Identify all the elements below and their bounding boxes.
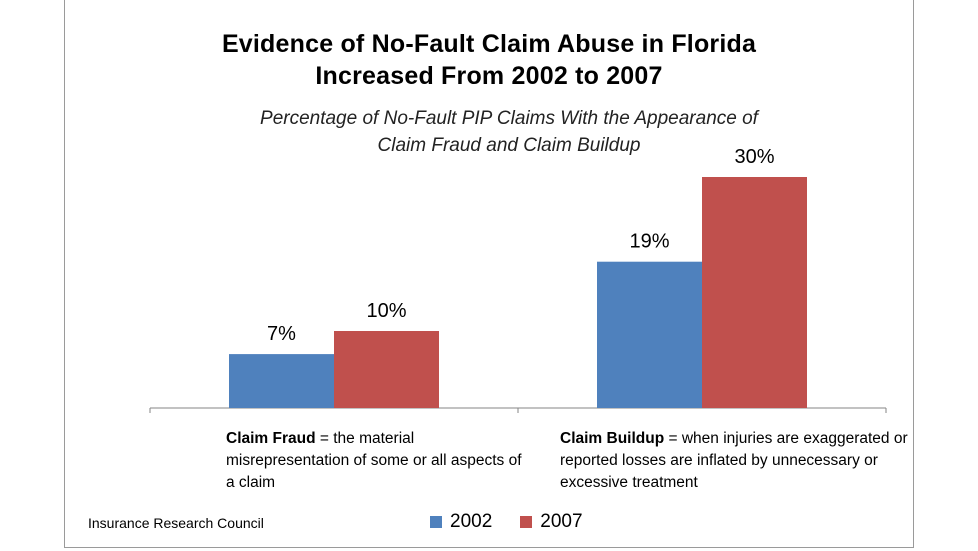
bar-2007-claim-buildup — [702, 177, 807, 408]
chart-subtitle-line2: Claim Fraud and Claim Buildup — [377, 135, 641, 156]
data-label-2007-claim-fraud: 10% — [366, 300, 406, 322]
bar-2002-claim-buildup — [597, 261, 702, 408]
legend-item-2002: 2002 — [430, 511, 492, 533]
legend-swatch-2007 — [520, 516, 533, 528]
legend-swatch-2002 — [430, 516, 442, 528]
claim-fraud-definition: = the material misrepresentation of some… — [226, 430, 522, 491]
claim-fraud-term: Claim Fraud — [226, 430, 316, 447]
claim-fraud-description: Claim Fraud = the material misrepresenta… — [226, 428, 526, 494]
data-label-2007-claim-buildup: 30% — [734, 146, 774, 168]
bar-2002-claim-fraud — [229, 354, 334, 408]
slide-frame — [64, 0, 914, 548]
legend-label-2007: 2007 — [540, 511, 583, 532]
chart-legend: 2002 2007 — [430, 511, 611, 533]
claim-buildup-term: Claim Buildup — [560, 430, 665, 447]
chart-subtitle-line1: Percentage of No-Fault PIP Claims With t… — [260, 108, 758, 129]
legend-item-2007: 2007 — [520, 511, 583, 533]
legend-label-2002: 2002 — [450, 511, 493, 532]
bar-2007-claim-fraud — [334, 331, 439, 408]
source-note: Insurance Research Council — [88, 515, 264, 531]
data-label-2002-claim-fraud: 7% — [267, 323, 296, 345]
chart-title-line2: Increased From 2002 to 2007 — [315, 62, 663, 90]
data-label-2002-claim-buildup: 19% — [629, 231, 669, 253]
chart-title-line1: Evidence of No-Fault Claim Abuse in Flor… — [221, 30, 757, 58]
claim-buildup-description: Claim Buildup = when injuries are exagge… — [560, 428, 920, 494]
claim-buildup-definition: = when injuries are exaggerated or repor… — [560, 430, 908, 491]
